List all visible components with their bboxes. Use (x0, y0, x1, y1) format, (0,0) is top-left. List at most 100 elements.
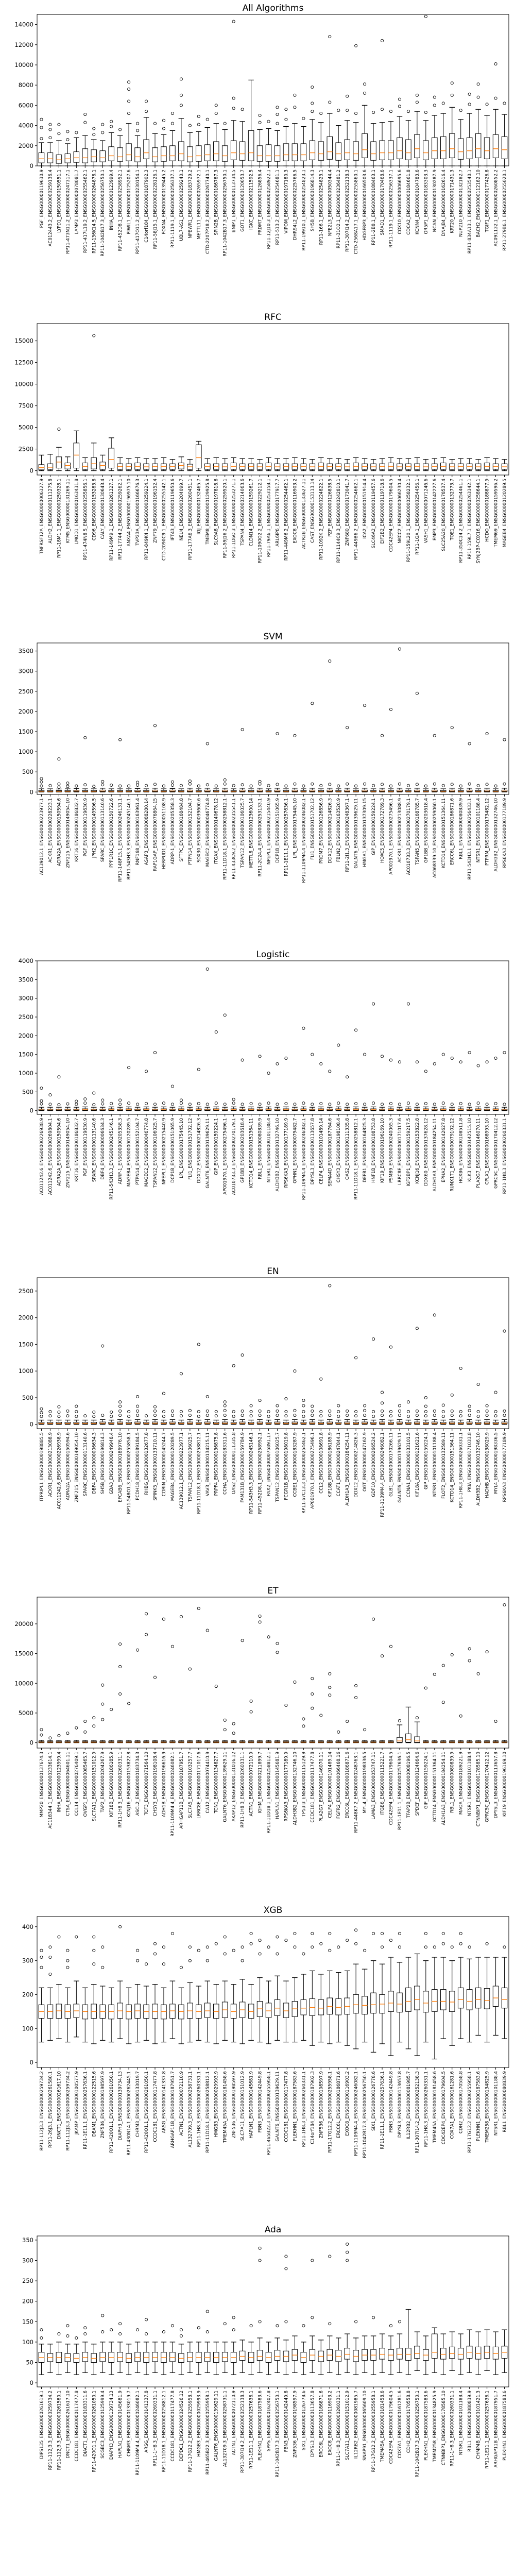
outlier-point (284, 1056, 288, 1060)
outlier-point (241, 1945, 244, 1949)
outlier-point (153, 1942, 157, 1945)
box-iqr (38, 464, 45, 470)
x-tick-label: BNIP1_ENSG00000113734.5 (232, 170, 237, 232)
outlier-point (311, 86, 314, 89)
x-tick-label: RP11-543H3.1_ENSG00000256433.1 (468, 798, 473, 879)
x-tick-label: DIPS135_ENSG00000261619.1 (39, 2391, 44, 2459)
x-tick-label: SYNJ2BP-COX16_ENSG00000258644.1 (476, 479, 482, 564)
outlier-point (415, 1414, 419, 1417)
outlier-point (389, 1939, 393, 1942)
x-tick-label: ADH1B_ENSG00000196616.9 (162, 1752, 167, 1817)
x-tick-label: RP11-452D8.1_ENSG00000258952.1 (258, 1432, 263, 1514)
outlier-point (66, 1409, 70, 1413)
box-plot (47, 784, 54, 792)
x-tick-label: CPLX1_ENSG00000168993.10 (485, 1118, 490, 1184)
box-iqr (117, 2352, 123, 2362)
x-tick-label: NUP210_ENSG00000132182.7 (459, 170, 464, 237)
box-plot (265, 120, 272, 166)
box-iqr (309, 140, 316, 160)
box-plot (56, 757, 62, 792)
outlier-point (83, 2326, 87, 2330)
box-iqr (38, 152, 45, 163)
outlier-point (328, 2255, 332, 2258)
x-tick-label: CCL14_ENSG00000276409.1 (74, 1752, 79, 1816)
box-iqr (230, 140, 237, 160)
box-plot (484, 1942, 490, 2043)
box-plot (475, 82, 482, 166)
box-plot (423, 2335, 429, 2375)
outlier-point (311, 101, 314, 105)
x-tick-label: DCP1B_ENSG00000151065.9 (170, 1118, 176, 1183)
outlier-point (249, 1942, 253, 1945)
outlier-point (380, 1409, 384, 1413)
box-plot (274, 732, 281, 792)
outlier-point (205, 967, 209, 971)
box-plot (309, 2259, 316, 2373)
outlier-point (153, 1405, 157, 1409)
box-plot (187, 1103, 193, 1111)
outlier-point (468, 1659, 471, 1663)
x-tick-label: CHMP4B_ENSG00000101421.3 (476, 2391, 482, 2459)
x-tick-label: VIPOM_ENSG00000197180.3 (284, 170, 289, 233)
box-plot (466, 1051, 473, 1111)
x-tick-label: LPL_ENSG00000175445.10 (293, 798, 298, 858)
outlier-point (232, 1410, 235, 1413)
box-plot (466, 92, 473, 166)
box-iqr (169, 145, 176, 161)
x-tick-label: RP11-1E11.1_ENSG00000257636.1 (249, 2391, 254, 2469)
box-plot (353, 1028, 359, 1111)
box-plot (405, 784, 411, 792)
outlier-point (276, 1404, 279, 1408)
x-tick-label: EIF2B2_ENSG00000119718.6 (380, 479, 385, 544)
x-tick-label: CCDC181_ENSG00000117477.8 (284, 2071, 289, 2142)
x-tick-label: ASCL2_ENSG00000183734.3 (135, 1752, 141, 1816)
outlier-point (66, 138, 70, 142)
x-tick-label: ACKR1_ENSG00000228223.1 (48, 798, 53, 862)
x-tick-label: RPS6KA3_ENSG00000177189.9 (503, 1432, 508, 1502)
outlier-point (319, 1414, 323, 1418)
outlier-point (249, 1931, 253, 1935)
plot-frame (37, 14, 509, 166)
box-iqr (492, 2346, 499, 2360)
outlier-point (83, 783, 87, 787)
x-tick-label: HMGB3_ENSG00000029993.9 (214, 2071, 219, 2138)
box-iqr (397, 2348, 403, 2360)
x-tick-label: ZNF536_ENSG00000198597.9 (232, 2071, 237, 2138)
outlier-point (127, 1101, 131, 1105)
outlier-point (40, 1411, 43, 1414)
y-tick-label: 0 (30, 2379, 33, 2386)
box-plot (457, 1931, 464, 2039)
x-tick-label: NTSR1_ENSG00000101188.4 (494, 2071, 499, 2136)
box-plot (239, 1058, 246, 1111)
outlier-point (40, 777, 43, 781)
outlier-point (48, 1103, 52, 1106)
box-plot (134, 122, 141, 166)
outlier-point (276, 112, 279, 116)
x-tick-label: CHSY3_ENSG00000198108.4 (153, 1752, 158, 1816)
outlier-point (450, 1393, 454, 1397)
outlier-point (205, 1103, 209, 1106)
y-tick-label: 1000 (19, 748, 33, 755)
outlier-point (276, 1414, 279, 1417)
outlier-point (101, 1102, 105, 1106)
chart-panel: ET05000100001500020000MMP20_ENSG00000137… (14, 1586, 509, 1837)
box-plot (466, 2329, 473, 2373)
outlier-point (179, 104, 183, 107)
outlier-point (232, 20, 235, 23)
box-plot (353, 1928, 359, 2049)
x-tick-label: RP11-2B8.1_ENSG00000188463.1 (371, 170, 376, 245)
outlier-point (57, 1405, 61, 1409)
box-plot (335, 1043, 341, 1111)
x-tick-label: RPS6KA3_ENSG00000177189.9 (503, 798, 508, 868)
box-plot (143, 458, 149, 471)
x-tick-label: TAP2_ENSG00000204267.9 (100, 1752, 106, 1813)
x-tick-label: RP11-11D18.1_ENSG00000258812.1 (162, 2391, 167, 2472)
x-tick-label: SLC46A2_ENSG00000119457.6 (371, 479, 376, 548)
outlier-point (380, 1945, 384, 1949)
outlier-point (179, 1101, 183, 1105)
outlier-point (66, 1732, 70, 1735)
box-plot (161, 1617, 167, 1743)
x-tick-label: MMP20_ENSG00000137674.3 (39, 1752, 44, 1818)
outlier-point (450, 1414, 454, 1417)
box-plot (91, 1410, 97, 1425)
